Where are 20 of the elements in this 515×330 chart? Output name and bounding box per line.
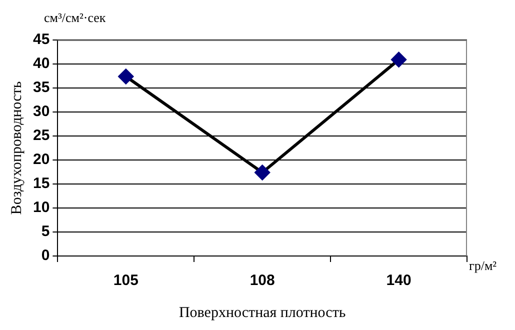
point [254, 164, 270, 180]
y-tick-label: 40 [32, 55, 50, 72]
point [391, 52, 406, 68]
x-tick-label: 140 [386, 272, 412, 290]
point [118, 68, 134, 84]
y-tick-label: 25 [32, 127, 50, 144]
y-axis-title: Воздухопроводность [8, 81, 25, 215]
text: см³/см²·сек [44, 10, 106, 26]
y-tick-label: 45 [32, 31, 50, 48]
y-tick-label: 20 [32, 151, 50, 168]
x-tick-label: 108 [250, 272, 275, 290]
y-tick-label: 15 [32, 175, 50, 192]
x-axis-title: Поверхностная плотность [178, 304, 346, 321]
y-tick-label: 5 [41, 223, 50, 240]
x-tick-label: 105 [113, 272, 138, 290]
text: гр/м² [469, 258, 497, 274]
y-tick-label: 10 [32, 199, 50, 216]
y-tick-label: 0 [41, 247, 50, 264]
y-tick-label: 35 [32, 79, 50, 96]
y-tick-label: 30 [32, 103, 50, 120]
